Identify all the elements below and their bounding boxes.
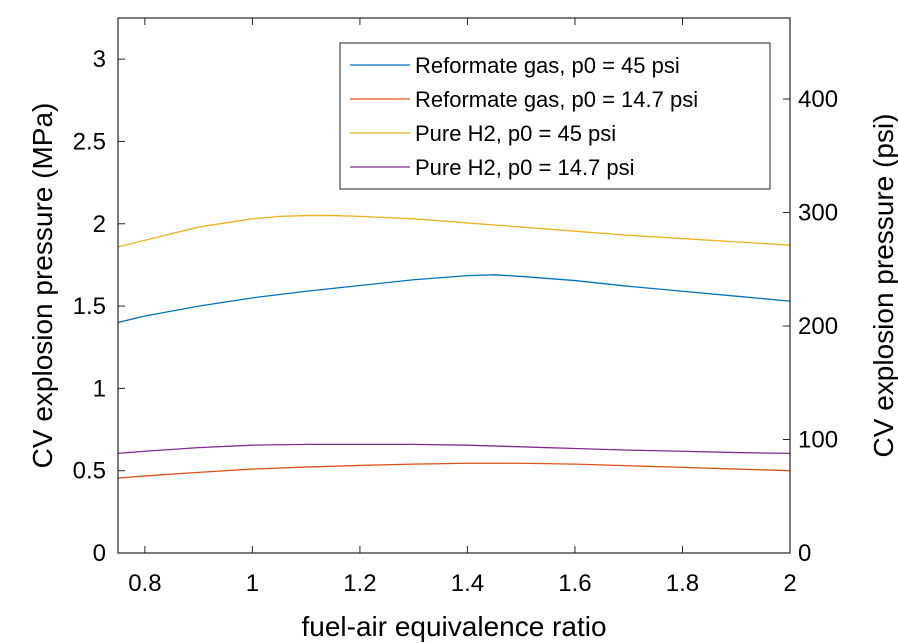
axes-box	[117, 17, 791, 554]
series-line-4	[117, 443, 791, 455]
y-right-tick-label: 400	[798, 86, 838, 113]
y-left-tick-label: 3	[93, 46, 106, 73]
x-axis-label: fuel-air equivalence ratio	[301, 611, 606, 642]
x-tick-label: 1.6	[558, 570, 591, 597]
x-tick-label: 1.8	[666, 570, 699, 597]
series-line-1	[117, 274, 791, 324]
y-left-tick-label: 1.5	[73, 293, 106, 320]
y-left-tick-label: 1	[93, 375, 106, 402]
y-left-tick-label: 2.5	[73, 128, 106, 155]
y-left-tick-label: 2	[93, 211, 106, 238]
y-left-tick-label: 0	[93, 540, 106, 567]
y-axis-left-label: CV explosion pressure (MPa)	[27, 103, 58, 469]
x-tick-label: 1	[246, 570, 259, 597]
x-tick-label: 1.2	[343, 570, 376, 597]
axes-layer	[117, 17, 791, 554]
ticks-layer: 0.8 1 1.2 1.4 1.6 1.8 200.511.522.530100200300…	[73, 18, 838, 597]
y-left-tick-label: 0.5	[73, 458, 106, 485]
series-line-2	[117, 462, 791, 479]
x-tick-label: 2	[783, 570, 796, 597]
y-right-tick-label: 200	[798, 313, 838, 340]
legend: Reformate gas, p0 = 45 psi Reformate gas,…	[339, 42, 771, 190]
x-tick-label: 0.8	[128, 570, 161, 597]
legend-box	[339, 42, 771, 190]
legend-label-1: Reformate gas, p0 = 45 psi	[415, 53, 680, 78]
y-right-tick-label: 300	[798, 200, 838, 227]
y-right-tick-label: 0	[798, 540, 811, 567]
y-axis-right-label: CV explosion pressure (psi)	[868, 114, 898, 458]
legend-label-3: Pure H2, p0 = 45 psi	[415, 121, 616, 146]
series-layer	[117, 214, 791, 479]
legend-label-2: Reformate gas, p0 = 14.7 psi	[415, 87, 698, 112]
y-right-tick-label: 100	[798, 427, 838, 454]
series-line-3	[117, 214, 791, 248]
x-tick-label: 1.4	[451, 570, 484, 597]
legend-label-4: Pure H2, p0 = 14.7 psi	[415, 155, 635, 180]
